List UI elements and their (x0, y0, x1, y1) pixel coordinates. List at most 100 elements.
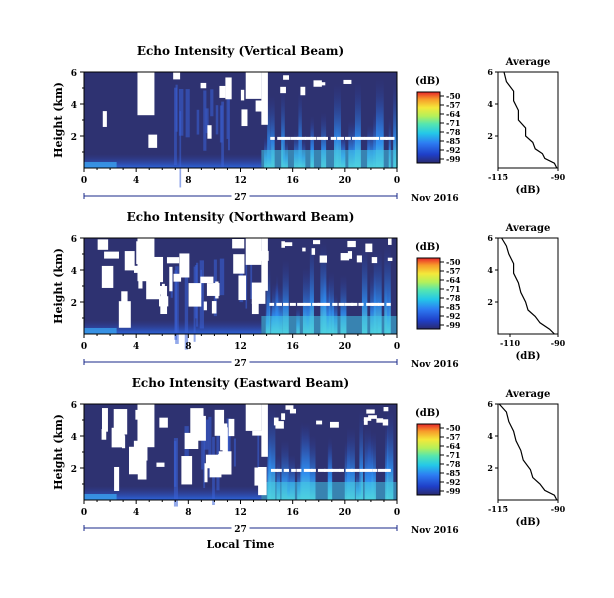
no-data-patch (275, 421, 284, 429)
date-label: Nov 2016 (411, 526, 459, 536)
no-data-patch (119, 419, 127, 425)
colorbar-label: (dB) (415, 408, 440, 419)
date-label: Nov 2016 (411, 194, 459, 204)
panel-title: Echo Intensity (Northward Beam) (127, 210, 355, 224)
average-profile-line (498, 403, 558, 501)
convective-column (388, 117, 391, 168)
convective-column (272, 283, 278, 334)
bright-band-segment (312, 302, 320, 306)
echo-streak (175, 84, 178, 132)
bright-band-segment (372, 468, 378, 472)
convective-column (376, 98, 383, 168)
echo-streak (257, 416, 260, 486)
no-data-patch (173, 72, 181, 80)
bright-band-segment (358, 136, 365, 140)
colorbar-tick-label: -57 (446, 100, 460, 110)
no-data-column (137, 72, 155, 116)
bright-band-segment (338, 302, 345, 306)
bright-band-segment (359, 468, 367, 472)
no-data-patch (200, 276, 214, 284)
echo-streak (199, 260, 204, 329)
no-data-patch (240, 89, 245, 101)
average-profile-line (503, 71, 558, 169)
surface-echo-band (84, 328, 117, 334)
no-data-patch (206, 283, 220, 296)
no-data-patch (255, 100, 263, 112)
convective-column (367, 124, 375, 168)
bright-band-segment (270, 136, 275, 140)
no-data-patch (121, 435, 126, 449)
no-data-patch (104, 251, 119, 259)
bright-band-segment (296, 468, 302, 472)
colorbar-tick-label: -85 (446, 468, 460, 478)
afternoon-surface-band (261, 316, 397, 334)
average-profile-line (501, 237, 555, 335)
x-tick-label: 4 (133, 342, 139, 352)
average-y-tick-label: 6 (487, 67, 493, 77)
colorbar-tick-label: -85 (446, 136, 460, 146)
surface-echo-band (84, 494, 117, 500)
convective-column (281, 89, 285, 168)
colorbar-tick-label: -64 (446, 441, 461, 451)
no-data-patch (169, 266, 173, 292)
x-tick-label: 8 (185, 508, 191, 518)
no-data-patch (300, 86, 306, 96)
date-day-background (231, 356, 250, 367)
convective-column (267, 93, 271, 168)
bright-band-segment (372, 136, 380, 140)
bright-band-segment (371, 302, 380, 306)
no-data-patch (387, 257, 393, 262)
colorbar-tick-label: -57 (446, 432, 460, 442)
no-data-patch (101, 429, 107, 440)
x-tick-label: 4 (133, 176, 139, 186)
no-data-patch (218, 454, 223, 474)
date-label: Nov 2016 (411, 360, 459, 370)
x-tick-label: 20 (339, 176, 352, 186)
convective-column (321, 112, 327, 168)
no-data-patch (233, 254, 245, 274)
bright-band-segment (324, 468, 334, 472)
bright-band-segment (276, 302, 283, 306)
echo-streak (245, 256, 248, 309)
convective-column (359, 409, 364, 500)
bright-band-segment (339, 468, 344, 472)
bright-band-segment (344, 302, 354, 306)
average-y-tick-label: 2 (487, 463, 493, 473)
bright-band-segment (304, 302, 311, 306)
echo-streak (226, 89, 229, 139)
bright-band-segment (385, 136, 395, 140)
no-data-column (137, 238, 155, 282)
convective-column (393, 81, 398, 168)
convective-column (268, 406, 276, 500)
bright-band-segment (297, 302, 306, 306)
no-data-patch (192, 415, 206, 441)
no-data-patch (121, 291, 128, 308)
echo-streak (210, 89, 214, 117)
colorbar-tick-label: -85 (446, 302, 460, 312)
bright-band-segment (364, 136, 373, 140)
x-tick-label: 12 (234, 508, 247, 518)
date-day-background (231, 522, 250, 533)
convective-column (310, 122, 314, 168)
no-data-patch (254, 250, 269, 261)
convective-column (367, 131, 370, 168)
average-frame (497, 71, 559, 169)
convective-column (370, 271, 376, 334)
convective-column (328, 272, 334, 334)
bright-band-segment (310, 136, 317, 140)
bright-band-segment (344, 136, 351, 140)
convective-column (298, 90, 302, 168)
no-data-patch (101, 408, 108, 432)
no-data-patch (316, 420, 323, 425)
no-data-patch (283, 75, 289, 80)
colorbar-tick-label: -92 (446, 145, 460, 155)
no-data-patch (155, 285, 162, 295)
convective-column (287, 454, 295, 500)
x-tick-label: 16 (286, 508, 299, 518)
echo-streak (233, 438, 236, 467)
x-tick-label: 8 (185, 342, 191, 352)
no-data-patch (166, 257, 180, 264)
x-tick-label: 4 (133, 508, 139, 518)
colorbar-tick-label: -99 (446, 154, 461, 164)
y-tick-label: 2 (71, 133, 77, 143)
